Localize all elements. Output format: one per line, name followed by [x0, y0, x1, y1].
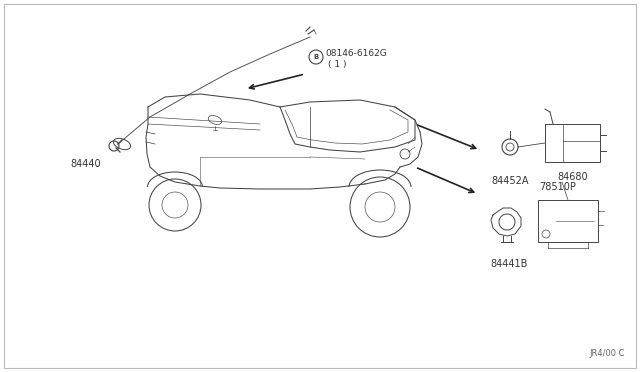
Text: JR4/00 C: JR4/00 C [589, 350, 625, 359]
Bar [538, 200, 598, 242]
Text: 84441B: 84441B [490, 259, 527, 269]
Text: 84440: 84440 [70, 159, 100, 169]
Text: 84680: 84680 [557, 172, 588, 182]
Bar [545, 124, 600, 162]
Text: 84452A: 84452A [492, 176, 529, 186]
Text: 78510P: 78510P [540, 182, 577, 192]
Text: 08146-6162G: 08146-6162G [325, 49, 387, 58]
Text: ( 1 ): ( 1 ) [328, 61, 346, 70]
Text: B: B [314, 54, 319, 60]
